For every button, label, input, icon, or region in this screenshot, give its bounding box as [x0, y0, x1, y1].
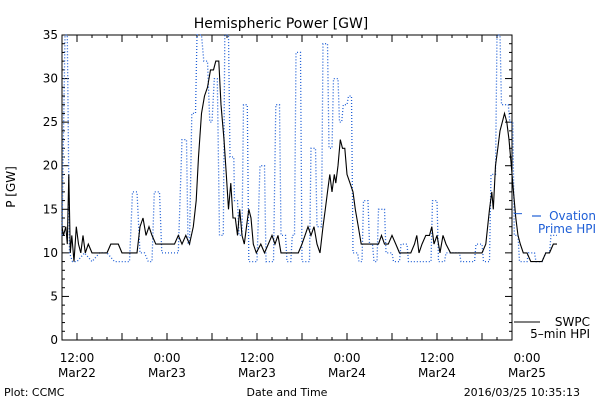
x-tick-date-label: Mar22	[58, 366, 96, 380]
series-layer	[61, 34, 557, 263]
swpc-legend-label: 5–min HPI	[530, 327, 590, 341]
swpc-legend-label: SWPC	[555, 315, 590, 329]
y-tick-label: 30	[43, 72, 58, 86]
x-tick-time-label: 12:00	[240, 351, 275, 365]
ovation-legend-label: Prime HPI	[538, 222, 596, 236]
y-axis-label: P [GW]	[4, 166, 18, 208]
y-tick-label: 35	[43, 28, 58, 42]
x-tick-date-label: Mar24	[328, 366, 366, 380]
plot-frame	[61, 34, 513, 341]
x-tick-time-label: 12:00	[60, 351, 95, 365]
y-tick-label: 25	[43, 115, 58, 129]
plot-timestamp: 2016/03/25 10:35:13	[464, 386, 580, 399]
y-tick-label: 20	[43, 159, 58, 173]
y-axis: 0 5 10 15 20 25 30 35	[43, 28, 512, 347]
chart-title: Hemispheric Power [GW]	[194, 16, 369, 32]
x-tick-date-label: Mar24	[418, 366, 456, 380]
y-tick-label: 0	[50, 333, 58, 347]
ovation-prime-series-line	[61, 34, 557, 263]
x-tick-date-label: Mar25	[508, 366, 546, 380]
y-tick-label: 5	[50, 289, 58, 303]
x-tick-time-label: 0:00	[334, 351, 361, 365]
x-tick-time-label: 0:00	[514, 351, 541, 365]
ovation-legend-label: Ovation	[549, 209, 596, 223]
x-tick-date-label: Mar23	[238, 366, 276, 380]
swpc-series-line	[61, 60, 557, 263]
y-tick-label: 15	[43, 202, 58, 216]
x-tick-time-label: 0:00	[154, 351, 181, 365]
x-tick-date-label: Mar23	[148, 366, 186, 380]
plot-credit: Plot: CCMC	[4, 386, 65, 399]
y-tick-label: 10	[43, 246, 58, 260]
x-tick-time-label: 12:00	[420, 351, 455, 365]
x-axis: 12:00Mar220:00Mar2312:00Mar230:00Mar2412…	[58, 35, 546, 380]
x-axis-label: Date and Time	[247, 386, 328, 399]
